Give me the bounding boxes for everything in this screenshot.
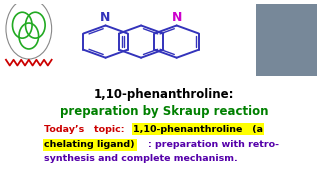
Text: N: N [100,11,111,24]
Text: N: N [172,11,182,24]
Text: 1,10-phenanthroline:: 1,10-phenanthroline: [94,88,234,101]
Text: synthesis and complete mechanism.: synthesis and complete mechanism. [44,154,238,163]
Text: Today’s   topic:: Today’s topic: [44,125,125,134]
Text: chelating ligand): chelating ligand) [44,140,135,149]
Text: 1,10-phenanthroline   (a: 1,10-phenanthroline (a [133,125,263,134]
Text: : preparation with retro-: : preparation with retro- [148,140,279,149]
Text: preparation by Skraup reaction: preparation by Skraup reaction [60,105,268,118]
